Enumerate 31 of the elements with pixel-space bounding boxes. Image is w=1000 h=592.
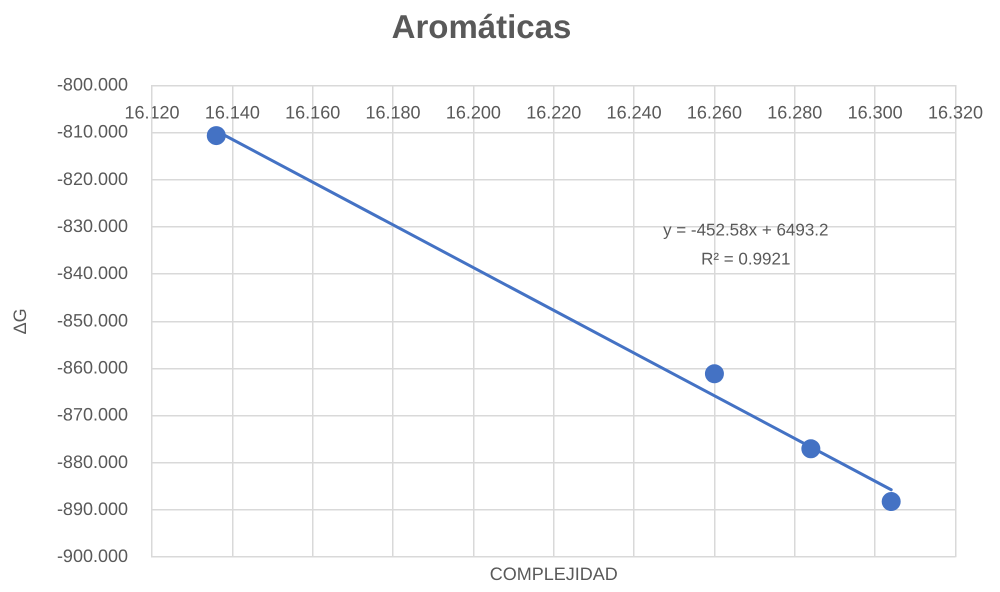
y-tick-label: -810.000 [56,122,128,142]
y-tick-label: -830.000 [56,216,128,236]
x-tick-label: 16.320 [928,102,984,122]
point [801,439,820,458]
annotation: y = -452.58x + 6493.2 [663,220,828,240]
y-tick-label: -870.000 [56,404,128,425]
y-tick-label: -900.000 [56,546,128,566]
y-tick-label: -840.000 [56,263,128,284]
x-axis-title: COMPLEJIDAD [490,564,618,584]
y-axis-title: ΔG [10,308,30,334]
x-tick-label: 16.220 [526,102,582,122]
x-tick-label: 16.160 [285,102,340,122]
point [704,364,724,384]
x-tick-label: 16.260 [686,102,742,122]
chart-title: Aromáticas [392,8,572,45]
x-tick-label: 16.180 [366,102,421,122]
x-tick-label: 16.200 [446,102,501,122]
x-tick-label: 16.120 [124,102,180,122]
y-tick-label: -880.000 [56,452,128,472]
point [882,492,901,512]
y-tick-label: -820.000 [56,168,128,189]
y-tick-label: -890.000 [56,499,128,520]
point [206,126,226,146]
annotation: R² = 0.9921 [701,250,790,269]
y-tick-label: -800.000 [56,74,128,95]
x-tick-label: 16.140 [204,102,260,122]
y-tick-label: -860.000 [56,358,128,378]
x-tick-label: 16.300 [848,102,903,122]
x-tick-label: 16.280 [767,102,822,122]
y-tick-label: -850.000 [56,310,128,330]
x-tick-label: 16.240 [606,102,662,122]
